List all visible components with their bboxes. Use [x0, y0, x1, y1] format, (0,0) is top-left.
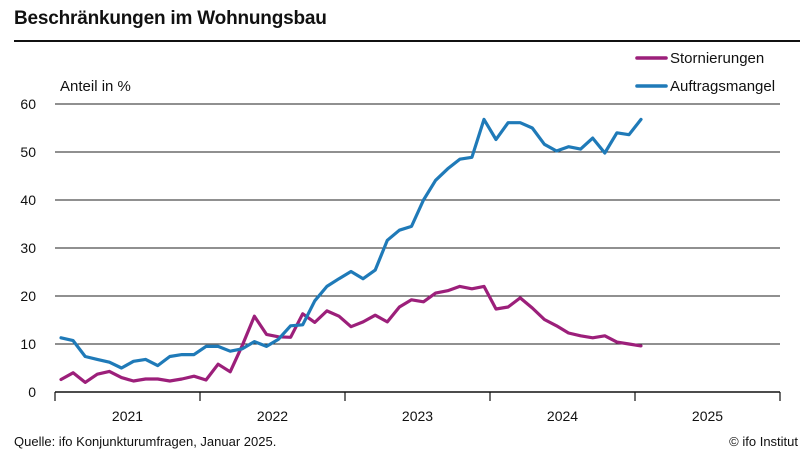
- y-tick-label-60: 60: [20, 96, 36, 112]
- y-tick-label-10: 10: [20, 336, 36, 352]
- title-rule: [14, 40, 800, 42]
- series-line-stornierungen: [59, 284, 643, 384]
- x-tick-label-2023: 2023: [402, 408, 433, 424]
- y-axis-label: Anteil in %: [60, 78, 131, 95]
- y-tick-label-20: 20: [20, 288, 36, 304]
- source-note: Quelle: ifo Konjunkturumfragen, Januar 2…: [14, 434, 277, 449]
- series-lines: [59, 117, 643, 384]
- legend-label-stornierungen: Stornierungen: [670, 50, 764, 67]
- x-tick-labels: 2021 2022 2023 2024 2025: [112, 408, 723, 424]
- y-tick-labels: 0 10 20 30 40 50 60: [20, 96, 36, 400]
- axes: [54, 391, 781, 401]
- copyright-note: © ifo Institut: [729, 434, 798, 449]
- x-tick-label-2024: 2024: [547, 408, 578, 424]
- legend: Stornierungen Auftragsmangel: [635, 50, 775, 95]
- chart-title: Beschränkungen im Wohnungsbau: [14, 8, 327, 29]
- x-tick-label-2022: 2022: [257, 408, 288, 424]
- gridlines: [55, 103, 780, 345]
- y-tick-label-40: 40: [20, 192, 36, 208]
- legend-label-auftragsmangel: Auftragsmangel: [670, 78, 775, 95]
- x-tick-label-2021: 2021: [112, 408, 143, 424]
- series-line-auftragsmangel: [59, 117, 643, 370]
- y-tick-label-0: 0: [28, 384, 36, 400]
- x-tick-label-2025: 2025: [692, 408, 723, 424]
- y-tick-label-50: 50: [20, 144, 36, 160]
- y-tick-label-30: 30: [20, 240, 36, 256]
